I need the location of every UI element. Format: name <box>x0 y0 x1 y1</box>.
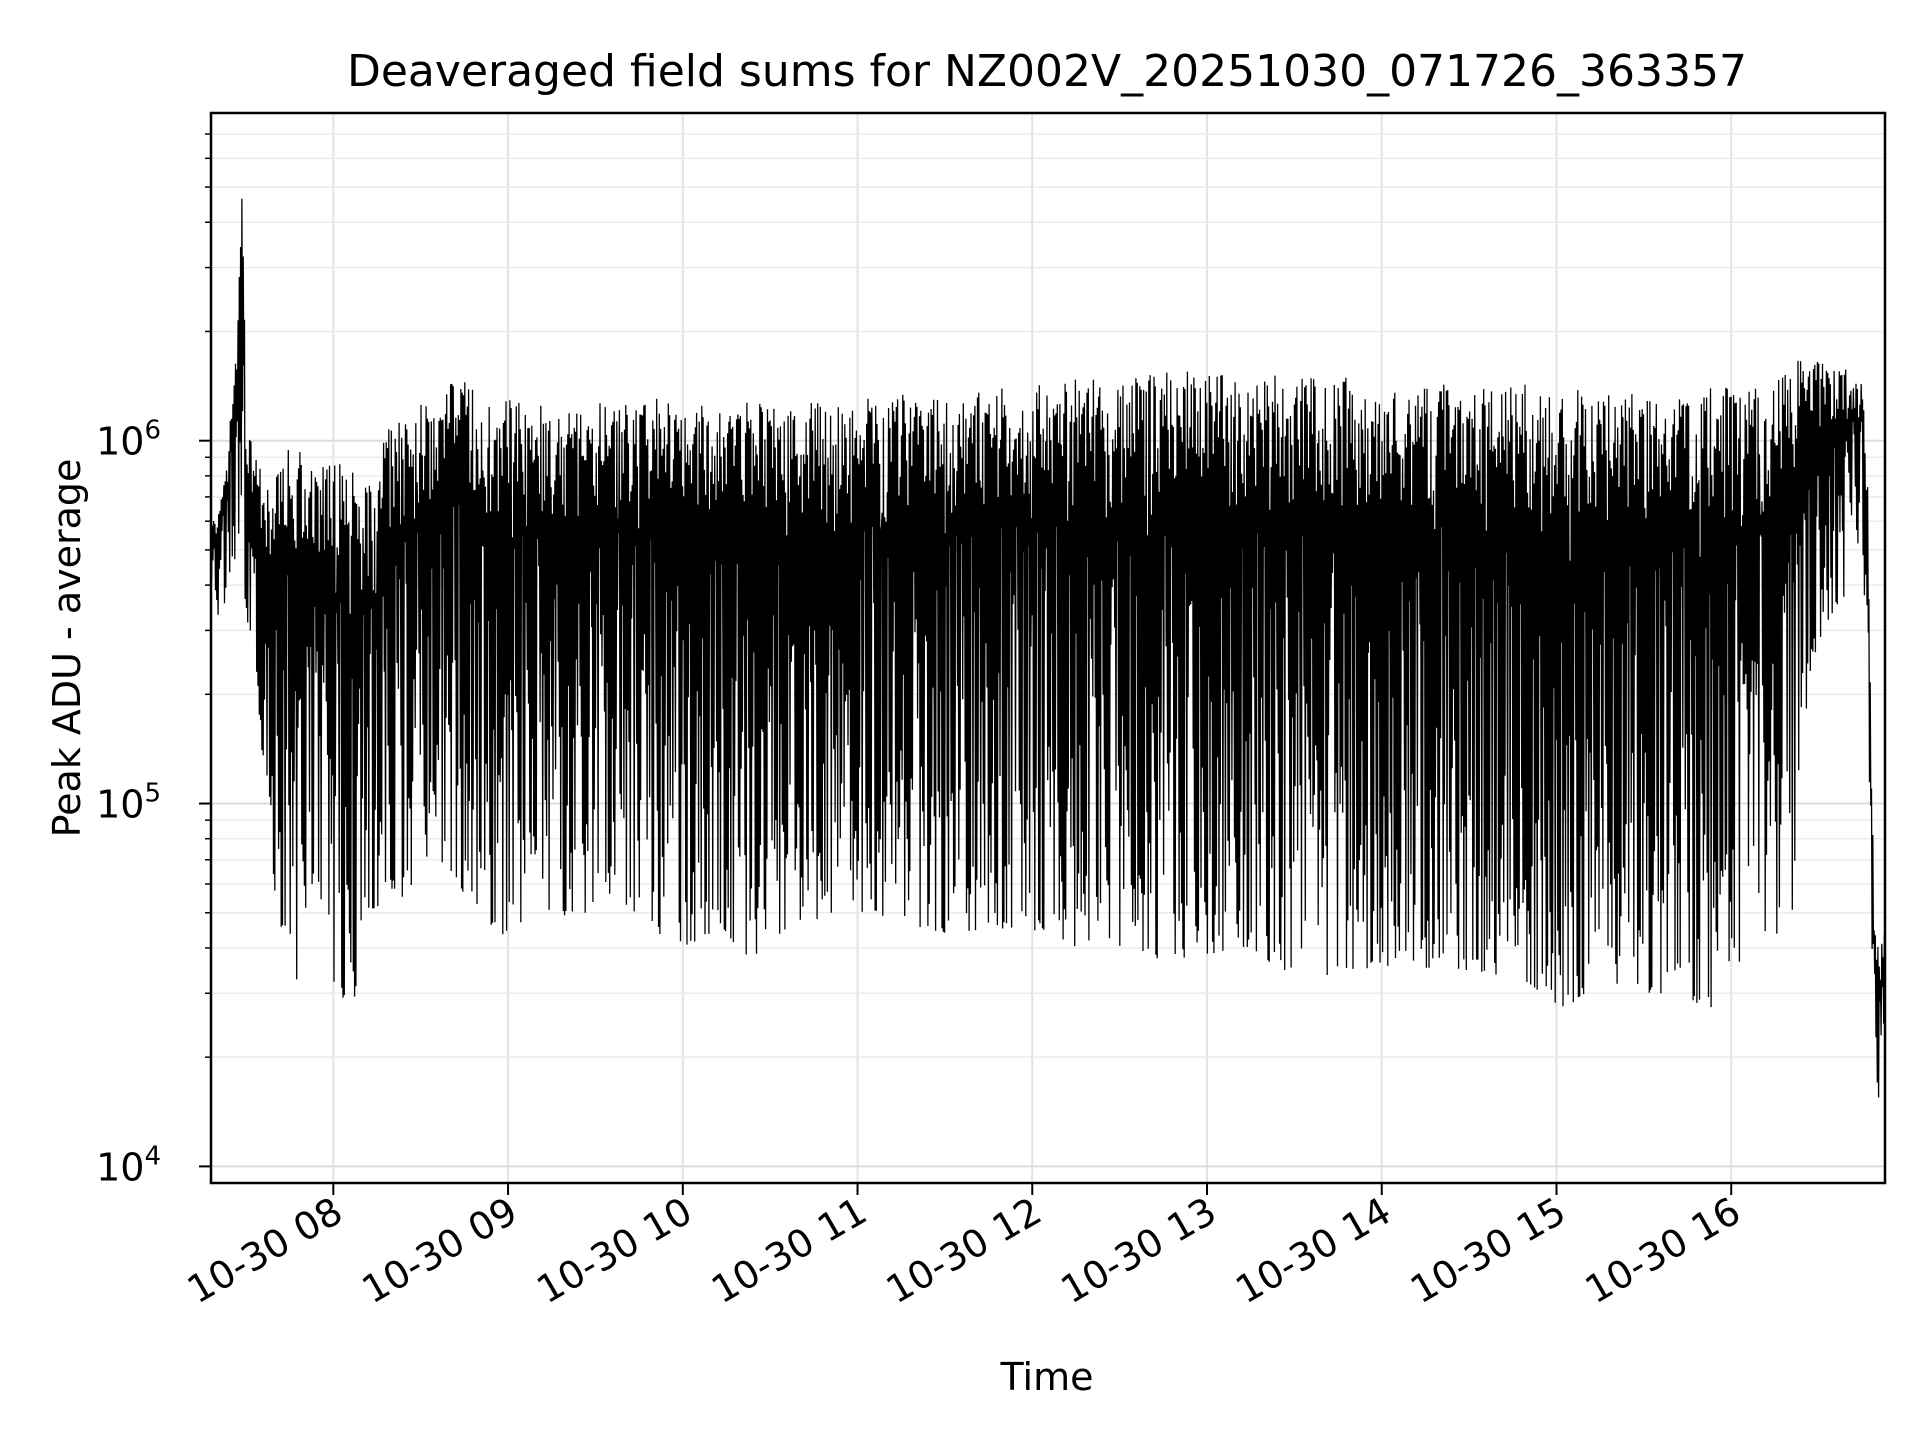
chart-title: Deaveraged field sums for NZ002V_2025103… <box>347 46 1747 97</box>
plot-frame <box>209 111 1887 1185</box>
y-tick-label: 106 <box>96 416 161 464</box>
y-tick-label: 104 <box>96 1141 161 1189</box>
x-axis-label: Time <box>1000 1355 1094 1399</box>
y-axis: 104 105 106 <box>96 133 211 1189</box>
series-line <box>210 198 1886 1098</box>
y-tick-label: 105 <box>96 779 161 827</box>
series-group <box>210 198 1886 1098</box>
y-axis-label: Peak ADU - average <box>45 459 89 838</box>
